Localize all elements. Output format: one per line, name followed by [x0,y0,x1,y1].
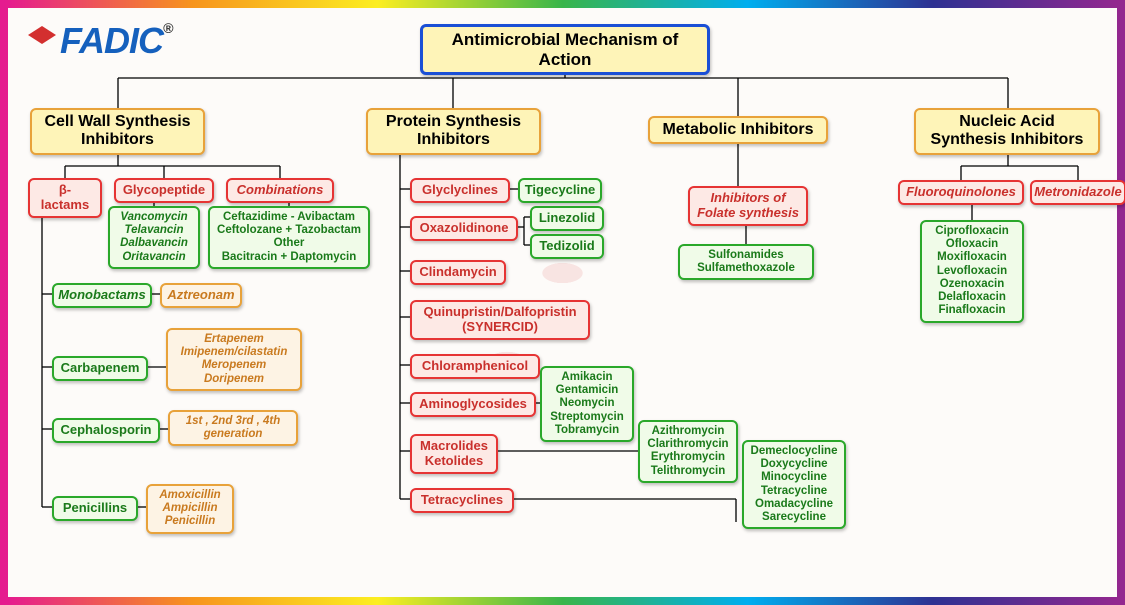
folate-drugs: Sulfonamides Sulfamethoxazole [678,244,814,280]
category-metabolic: Metabolic Inhibitors [648,116,828,144]
carbapenem-drugs: Ertapenem Imipenem/cilastatin Meropenem … [166,328,302,391]
glycopeptide-drugs: Vancomycin Telavancin Dalbavancin Oritav… [108,206,200,269]
metronidazole: Metronidazole [1030,180,1125,205]
category-protein: Protein Synthesis Inhibitors [366,108,541,155]
synercid: Quinupristin/Dalfopristin (SYNERCID) [410,300,590,340]
logo-label: FADIC [60,20,163,61]
macrolide-drugs: Azithromycin Clarithromycin Erythromycin… [638,420,738,483]
tigecycline: Tigecycline [518,178,602,203]
linezolid: Linezolid [530,206,604,231]
main-title: Antimicrobial Mechanism of Action [420,24,710,75]
penicillins: Penicillins [52,496,138,521]
combinations: Combinations [226,178,334,203]
carbapenem: Carbapenem [52,356,148,381]
cephalosporin: Cephalosporin [52,418,160,443]
combination-drugs: Ceftazidime - Avibactam Ceftolozane + Ta… [208,206,370,269]
macrolides: Macrolides Ketolides [410,434,498,474]
category-cell-wall: Cell Wall Synthesis Inhibitors [30,108,205,155]
monobactams: Monobactams [52,283,152,308]
clindamycin: Clindamycin [410,260,506,285]
category-nucleic: Nucleic Acid Synthesis Inhibitors [914,108,1100,155]
oxazolidinone: Oxazolidinone [410,216,518,241]
fluoroquinolones: Fluoroquinolones [898,180,1024,205]
aminoglycosides: Aminoglycosides [410,392,536,417]
folate-inhibitors: Inhibitors of Folate synthesis [688,186,808,226]
penicillin-drugs: Amoxicillin Ampicillin Penicillin [146,484,234,534]
tetracyclines: Tetracyclines [410,488,514,513]
aztreonam: Aztreonam [160,283,242,308]
aminoglycoside-drugs: Amikacin Gentamicin Neomycin Streptomyci… [540,366,634,442]
tetracycline-drugs: Demeclocycline Doxycycline Minocycline T… [742,440,846,529]
tedizolid: Tedizolid [530,234,604,259]
cephalosporin-gens: 1st , 2nd 3rd , 4th generation [168,410,298,446]
logo-text: FADIC® [60,20,172,62]
glycopeptide: Glycopeptide [114,178,214,203]
glyclyclines: Glyclyclines [410,178,510,203]
fluoroquinolone-drugs: Ciprofloxacin Ofloxacin Moxifloxacin Lev… [920,220,1024,323]
beta-lactams: β-lactams [28,178,102,218]
chloramphenicol: Chloramphenicol [410,354,540,379]
logo: FADIC® [28,20,172,62]
graduation-cap-icon [28,26,56,44]
